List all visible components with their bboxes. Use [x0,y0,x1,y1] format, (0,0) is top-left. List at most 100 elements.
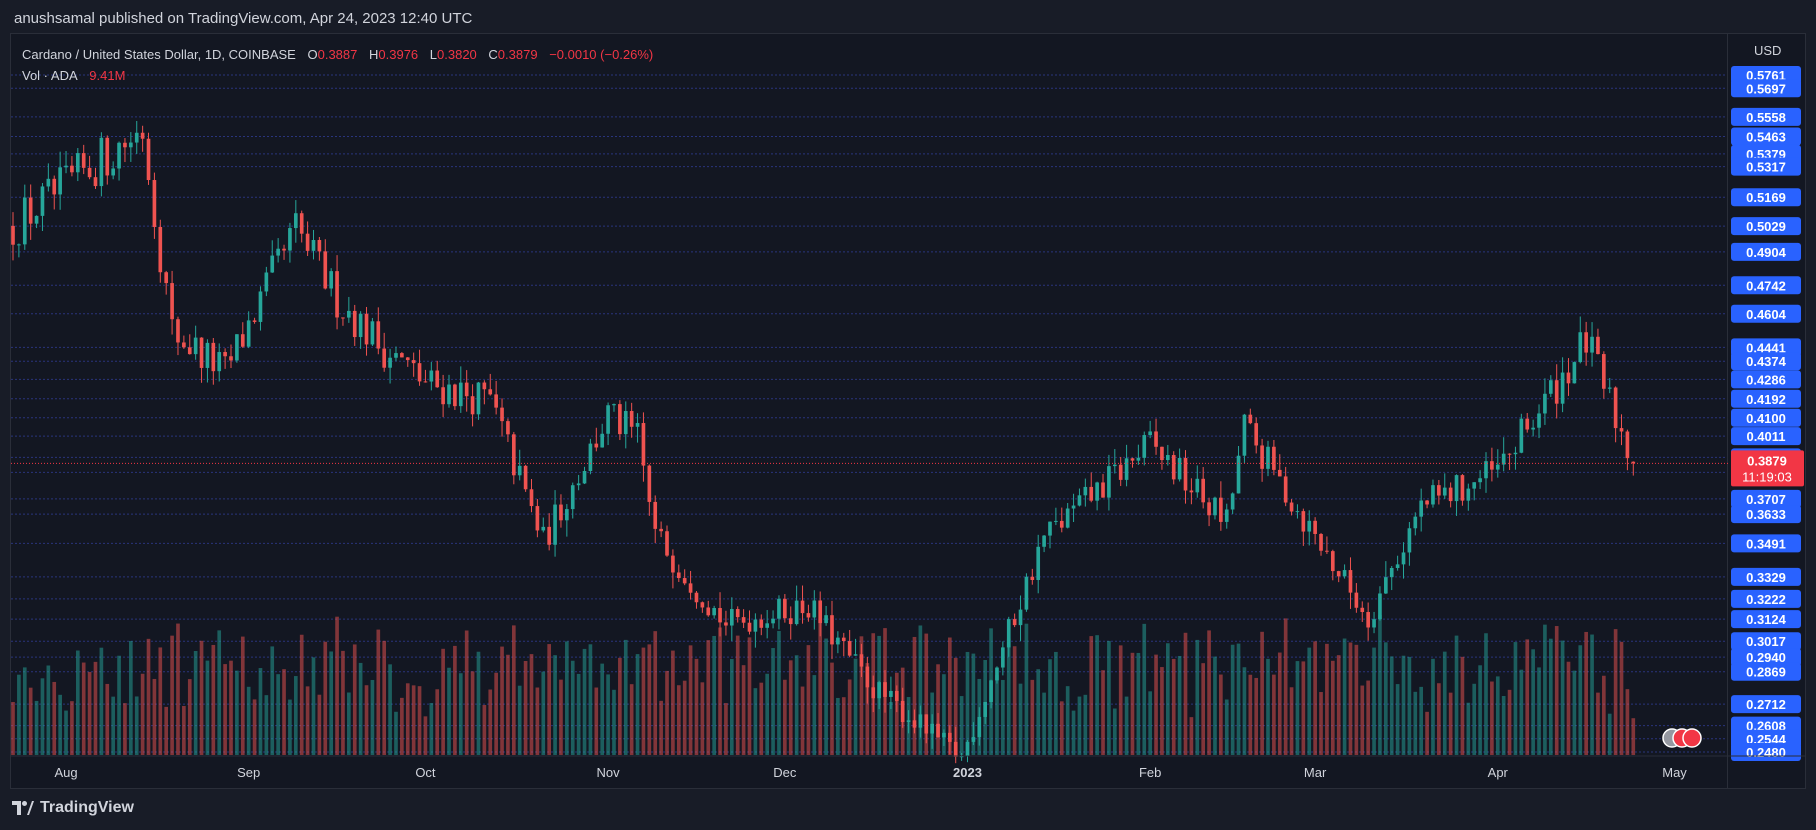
candle-body[interactable] [623,411,628,435]
candle-body[interactable] [87,167,92,178]
candle-body[interactable] [1059,520,1064,528]
candle-body[interactable] [382,348,387,368]
candle-body[interactable] [282,248,286,251]
candle-body[interactable] [134,132,139,143]
candle-body[interactable] [211,342,216,372]
candle-body[interactable] [229,356,233,361]
candle-body[interactable] [1360,607,1365,613]
candle-body[interactable] [1407,528,1412,553]
candle-body[interactable] [1254,423,1259,446]
candle-body[interactable] [541,526,546,531]
candle-body[interactable] [1266,446,1270,469]
candle-body[interactable] [411,360,416,364]
candle-body[interactable] [653,501,658,529]
candle-body[interactable] [1089,486,1094,501]
candle-body[interactable] [482,382,487,390]
candle-body[interactable] [930,723,934,734]
candle-body[interactable] [1354,592,1359,608]
candle-body[interactable] [1378,593,1382,620]
candle-body[interactable] [394,353,398,358]
candle-body[interactable] [1478,478,1482,483]
candle-body[interactable] [712,608,716,616]
candle-body[interactable] [323,251,328,289]
candle-body[interactable] [429,370,434,382]
candle-body[interactable] [111,168,115,176]
candle-body[interactable] [187,347,192,355]
candle-body[interactable] [1566,372,1571,384]
candle-body[interactable] [1619,428,1624,432]
candle-body[interactable] [1124,458,1129,480]
candle-body[interactable] [1578,332,1583,363]
tradingview-logo[interactable]: TradingView [12,799,134,817]
candle-body[interactable] [1054,520,1058,522]
candle-body[interactable] [1525,418,1530,430]
candle-body[interactable] [417,363,422,382]
candle-body[interactable] [458,382,463,407]
candle-body[interactable] [871,687,876,699]
candle-body[interactable] [559,504,563,521]
candle-body[interactable] [983,702,988,717]
candle-body[interactable] [1224,509,1229,522]
candle-body[interactable] [1490,461,1494,470]
candle-body[interactable] [258,291,263,322]
candle-body[interactable] [1631,461,1636,464]
candle-body[interactable] [311,240,316,251]
candle-body[interactable] [1596,336,1600,355]
candle-body[interactable] [264,272,269,292]
candle-body[interactable] [517,465,522,476]
candle-body[interactable] [405,357,410,361]
candle-body[interactable] [75,153,80,173]
candle-body[interactable] [140,132,145,139]
candle-body[interactable] [553,504,557,545]
candle-body[interactable] [800,600,805,614]
candle-body[interactable] [1048,521,1052,536]
candle-body[interactable] [170,283,174,320]
candle-body[interactable] [729,609,734,626]
candle-body[interactable] [824,615,828,624]
candle-body[interactable] [894,690,899,701]
candle-body[interactable] [1495,464,1500,470]
candle-body[interactable] [1118,464,1123,480]
candle-body[interactable] [924,714,929,734]
candle-body[interactable] [647,465,652,502]
candle-body[interactable] [370,321,375,345]
candle-body[interactable] [1277,469,1282,477]
candle-body[interactable] [58,167,62,195]
candle-body[interactable] [1625,431,1630,459]
candle-body[interactable] [635,423,640,427]
candle-body[interactable] [953,741,958,757]
candle-body[interactable] [918,714,923,728]
candle-body[interactable] [1484,461,1488,479]
candle-body[interactable] [329,271,333,289]
candle-body[interactable] [252,320,257,322]
symbol-title[interactable]: Cardano / United States Dollar, 1D, COIN… [22,47,296,62]
candle-body[interactable] [806,613,811,618]
candle-body[interactable] [1513,452,1518,455]
candle-body[interactable] [1613,387,1618,429]
candle-body[interactable] [22,197,27,245]
candle-body[interactable] [1289,502,1294,512]
candle-body[interactable] [81,153,86,168]
candle-body[interactable] [17,244,21,246]
candle-body[interactable] [753,619,758,632]
candle-body[interactable] [240,334,245,347]
candle-body[interactable] [99,137,104,187]
candle-body[interactable] [1030,576,1035,581]
candle-body[interactable] [1024,576,1029,610]
candle-body[interactable] [358,313,363,338]
candle-body[interactable] [276,248,280,256]
candle-body[interactable] [535,506,540,531]
candle-body[interactable] [1242,414,1247,456]
candle-body[interactable] [93,177,98,187]
candle-body[interactable] [570,485,575,510]
candle-body[interactable] [565,509,569,521]
candle-body[interactable] [1554,380,1559,404]
candle-body[interactable] [246,320,251,347]
candle-body[interactable] [223,352,227,357]
candle-body[interactable] [1130,458,1135,461]
candle-body[interactable] [117,142,121,169]
candle-body[interactable] [1425,500,1429,505]
candle-body[interactable] [688,583,693,593]
candle-body[interactable] [853,654,858,656]
candle-body[interactable] [523,465,528,490]
